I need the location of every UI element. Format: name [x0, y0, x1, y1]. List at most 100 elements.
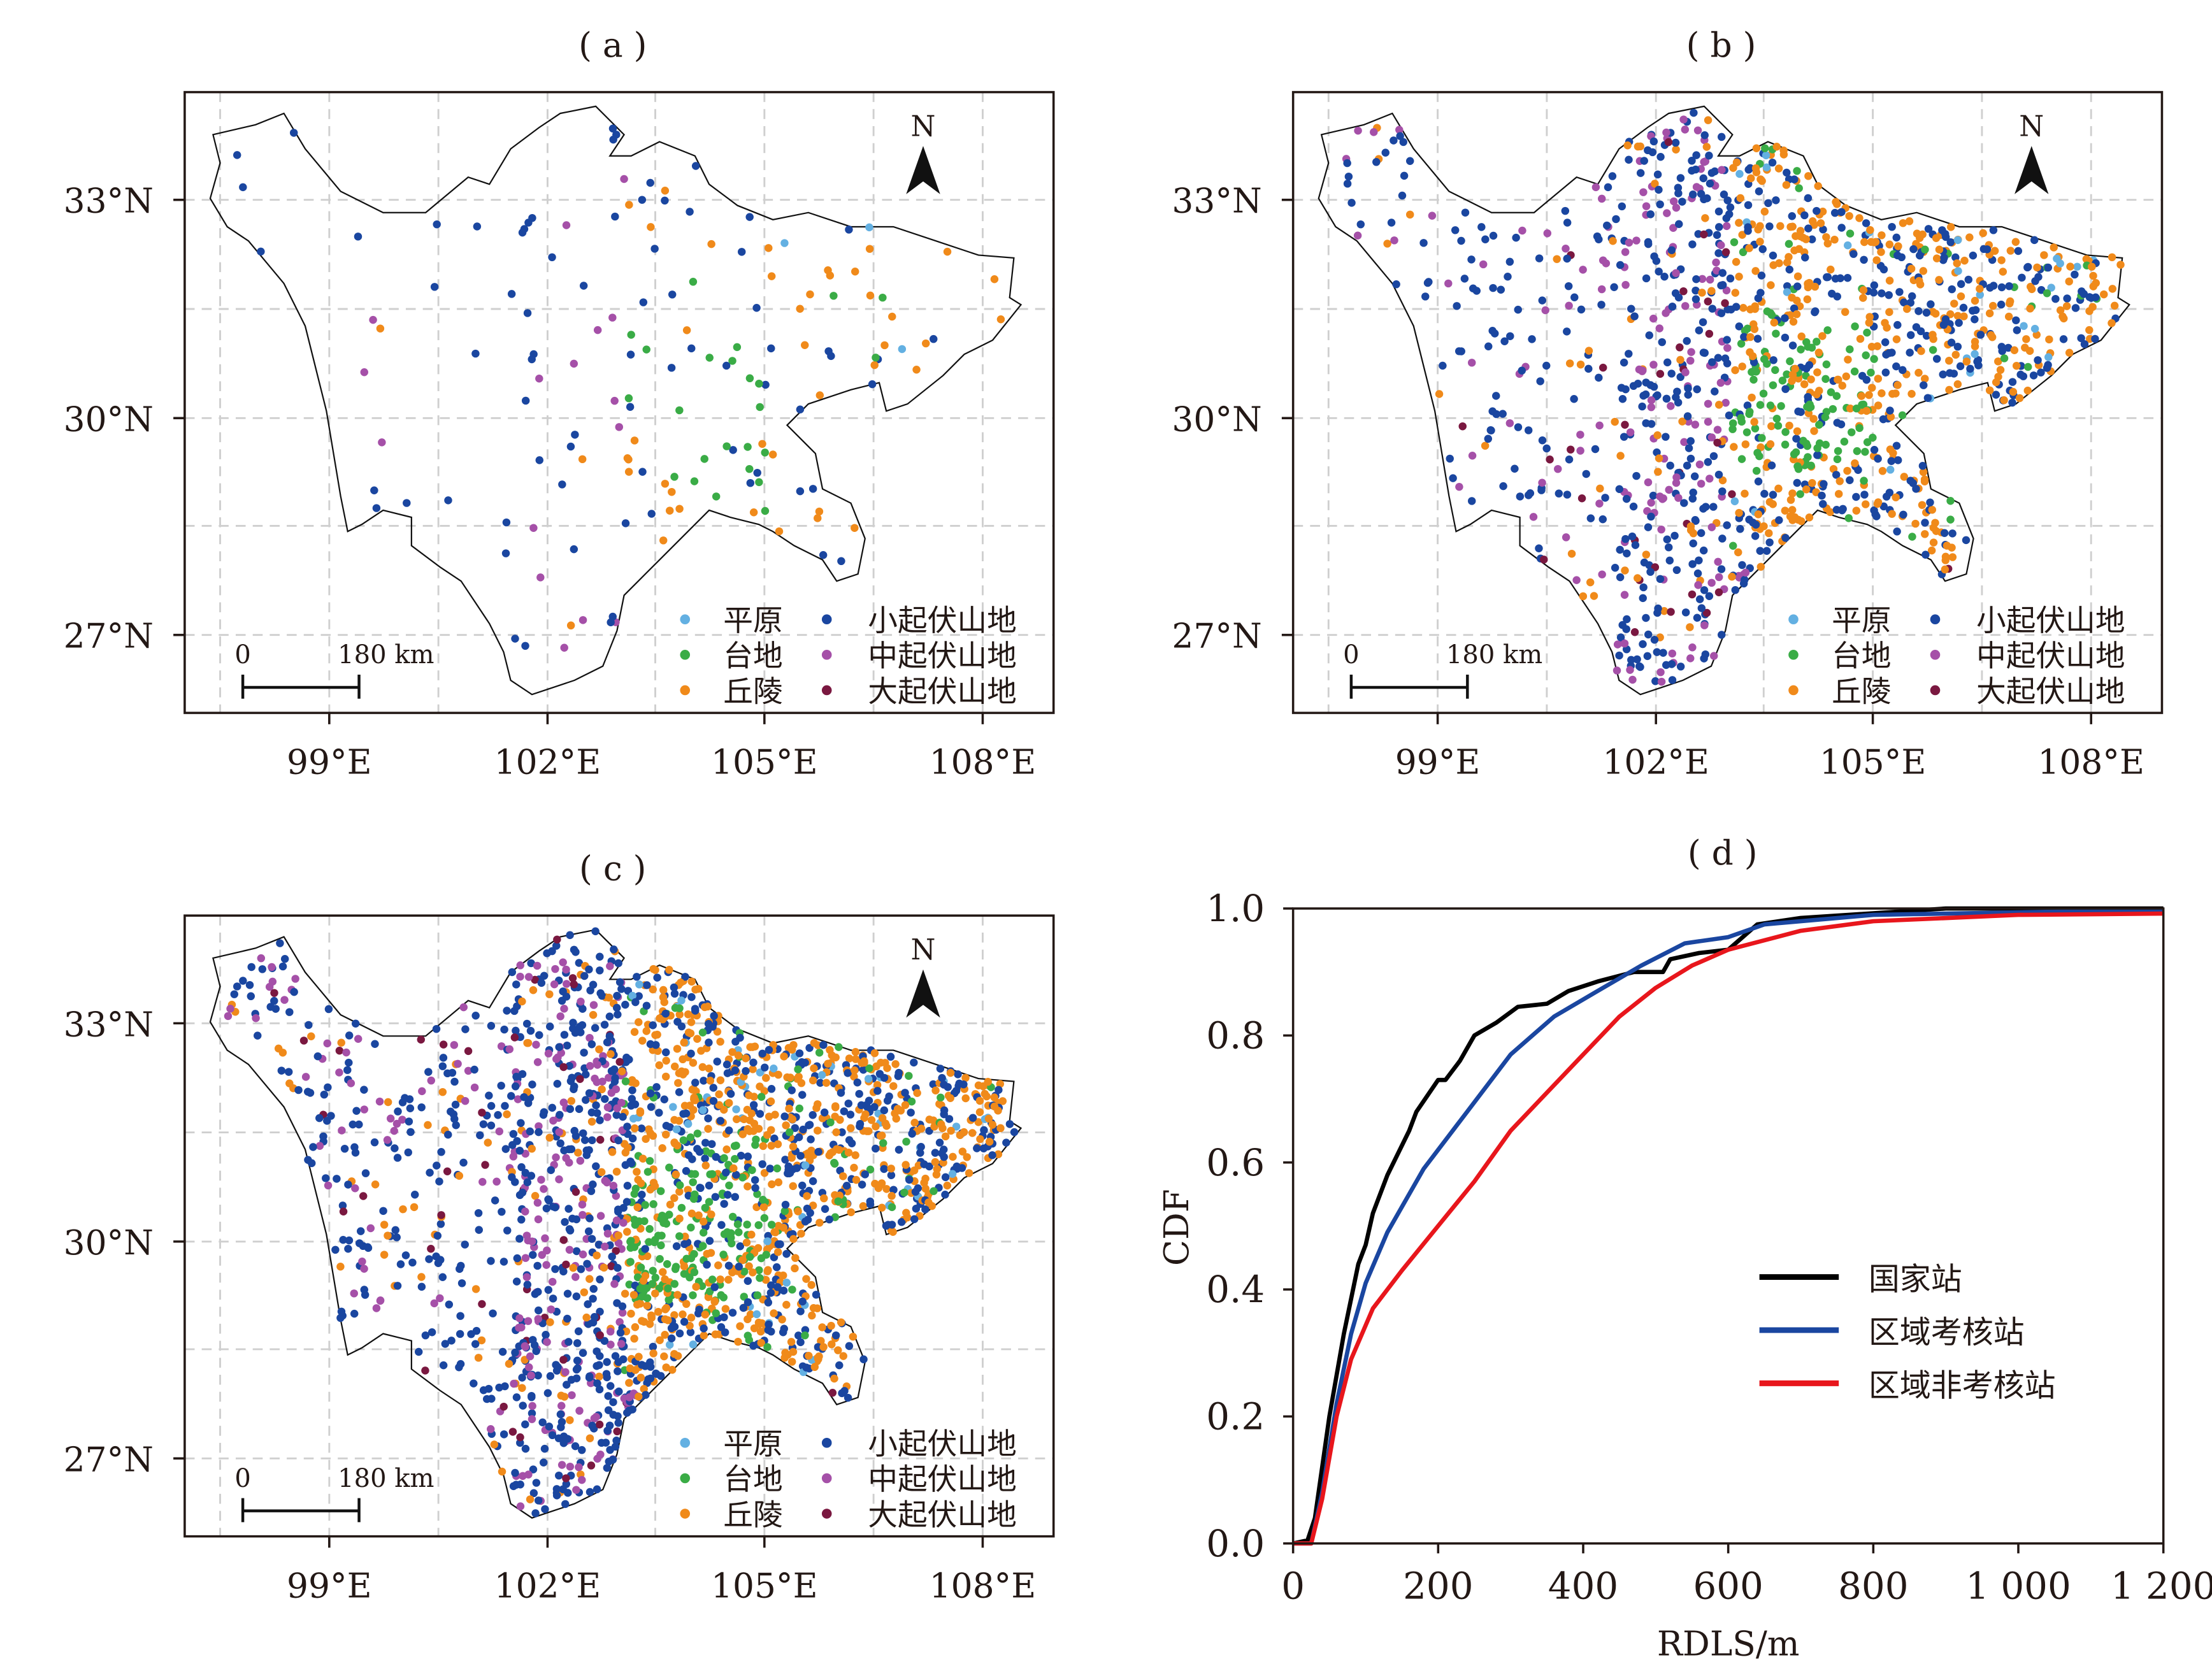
station-point: [612, 1167, 621, 1176]
station-point: [2018, 273, 2026, 282]
station-point: [661, 187, 670, 195]
station-point: [484, 1138, 492, 1147]
station-point: [1688, 166, 1696, 175]
station-point: [455, 1172, 464, 1180]
station-point: [545, 1022, 554, 1031]
station-point: [1684, 384, 1692, 392]
station-point: [522, 1231, 531, 1240]
station-point: [1728, 490, 1736, 499]
station-point: [760, 1168, 769, 1177]
station-point: [631, 1100, 640, 1108]
station-point: [817, 1337, 825, 1345]
station-point: [2000, 396, 2008, 405]
station-point: [1721, 399, 1730, 407]
station-point: [693, 1145, 701, 1153]
legend-marker: [1788, 614, 1799, 625]
station-point: [1752, 466, 1761, 475]
station-point: [619, 1203, 628, 1212]
station-point: [814, 1126, 822, 1135]
station-point: [585, 1372, 594, 1381]
station-point: [768, 450, 777, 459]
station-point: [421, 1331, 430, 1340]
panel-title: ( c ): [579, 849, 646, 889]
station-point: [548, 253, 556, 262]
station-point: [1740, 333, 1748, 341]
station-point: [1653, 608, 1662, 617]
station-point: [1662, 433, 1670, 441]
station-point: [1653, 391, 1662, 399]
station-point: [763, 1237, 772, 1245]
station-point: [754, 1221, 763, 1230]
station-point: [1777, 402, 1785, 410]
station-point: [459, 1003, 468, 1012]
station-point: [1704, 458, 1713, 466]
station-point: [1966, 364, 1974, 373]
legend-marker: [680, 1438, 691, 1448]
station-point: [414, 1347, 423, 1356]
station-point: [902, 1137, 910, 1146]
station-point: [1849, 250, 1858, 258]
station-point: [1428, 212, 1437, 220]
scale-zero-label: 0: [234, 640, 250, 670]
station-point: [815, 1352, 823, 1361]
station-point: [660, 998, 668, 1007]
station-point: [1697, 529, 1706, 537]
station-point: [1667, 369, 1676, 378]
station-point: [1642, 613, 1650, 622]
station-point: [1737, 455, 1746, 463]
station-point: [801, 1331, 809, 1340]
station-point: [940, 1106, 949, 1115]
station-point: [578, 1250, 587, 1259]
station-point: [687, 1018, 696, 1026]
station-point: [1766, 401, 1775, 410]
station-point: [673, 1291, 682, 1299]
station-point: [1909, 479, 1918, 487]
station-point: [921, 1205, 930, 1214]
station-point: [1922, 331, 1931, 340]
station-point: [786, 1073, 794, 1082]
station-point: [562, 1480, 571, 1488]
station-point: [902, 1208, 910, 1217]
station-point: [1584, 347, 1593, 355]
station-point: [868, 380, 877, 389]
station-point: [1741, 327, 1749, 335]
station-point: [1713, 266, 1721, 275]
station-point: [745, 1336, 754, 1344]
station-point: [764, 1298, 773, 1307]
station-point: [1651, 180, 1659, 188]
station-point: [1674, 189, 1683, 197]
station-point: [531, 1192, 540, 1200]
station-point: [610, 1280, 619, 1288]
station-point: [1505, 257, 1514, 266]
station-point: [1953, 380, 1962, 389]
station-point: [565, 1245, 574, 1254]
station-point: [738, 1130, 747, 1138]
station-point: [712, 492, 721, 501]
station-point: [837, 557, 845, 566]
station-point: [1946, 497, 1955, 505]
station-point: [534, 1215, 543, 1224]
station-point: [781, 1200, 790, 1209]
station-point: [659, 536, 668, 545]
station-point: [1781, 534, 1790, 542]
station-point: [490, 1440, 499, 1449]
station-point: [1387, 219, 1396, 227]
station-point: [618, 1309, 627, 1317]
station-point: [356, 1227, 365, 1235]
station-point: [1644, 146, 1652, 155]
station-point: [1713, 231, 1721, 240]
station-point: [649, 1342, 657, 1351]
station-point: [654, 1308, 663, 1316]
station-point: [489, 1309, 497, 1317]
station-point: [290, 987, 298, 996]
station-point: [606, 1327, 615, 1336]
station-point: [560, 643, 568, 652]
station-point: [1621, 534, 1630, 543]
station-point: [601, 1242, 609, 1251]
station-point: [826, 1118, 835, 1127]
station-point: [675, 1069, 684, 1077]
station-point: [505, 1359, 514, 1368]
station-point: [430, 283, 439, 291]
scale-zero-label: 0: [234, 1464, 250, 1493]
station-point: [661, 1009, 670, 1018]
